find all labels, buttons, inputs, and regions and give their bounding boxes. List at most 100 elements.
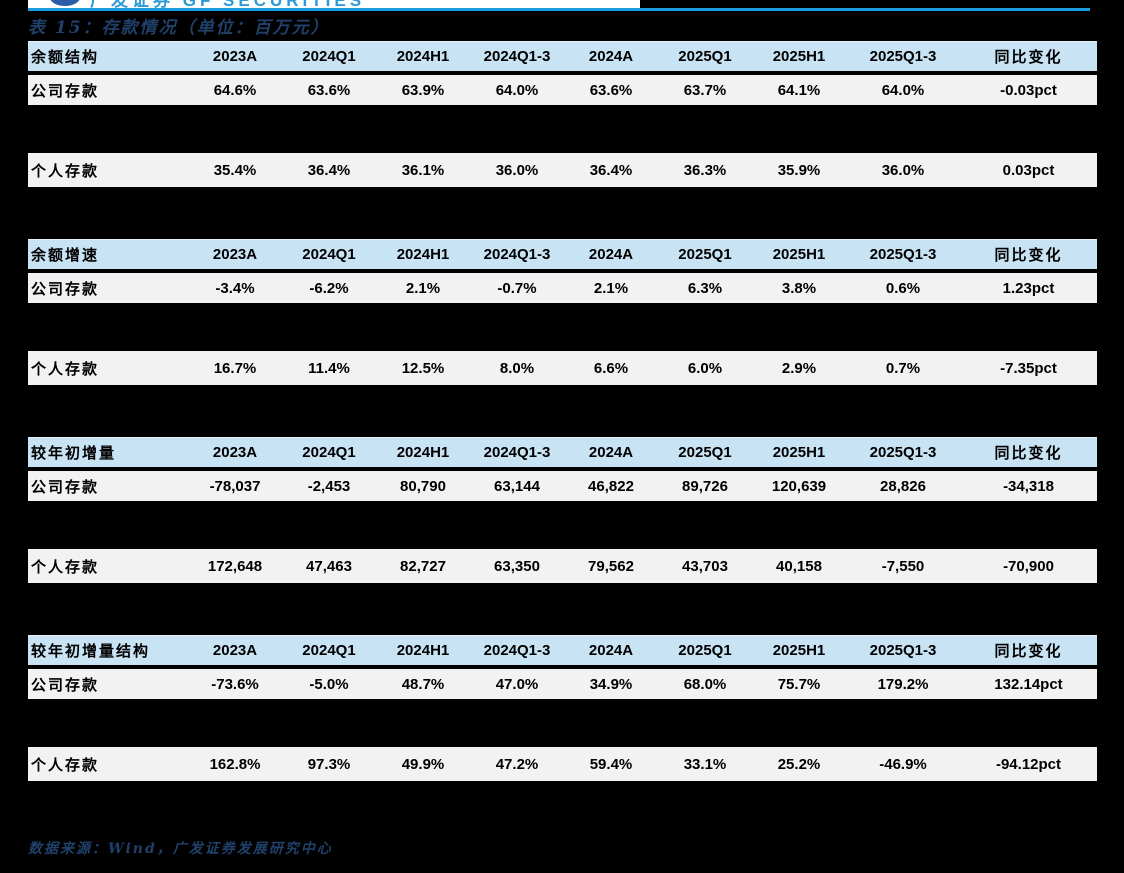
value-cell: -34,318 [1003,477,1054,495]
column-header: 2024Q1-3 [483,444,551,461]
header-divider-rule [28,8,1090,11]
value-cell: 47,463 [306,557,352,575]
column-header: 2025H1 [772,444,826,461]
value-cell: 35.4% [213,161,257,179]
section-header-row: 余额结构 2023A 2024Q1 2024H1 2024Q1-3 2024A 2025Q1… [28,41,1097,73]
value-cell: 63.9% [401,81,445,99]
column-header: 2025H1 [772,246,826,263]
value-cell: 35.9% [777,161,821,179]
column-header: 同比变化 [994,643,1063,660]
value-cell: -46.9% [879,755,927,773]
value-cell: 63,144 [494,477,540,495]
value-cell: -73.6% [211,675,259,693]
value-cell: 40,158 [776,557,822,575]
value-cell: -0.03pct [1000,81,1057,99]
column-header: 2024Q1 [302,444,356,461]
value-cell: 68.0% [683,675,727,693]
row-label: 个人存款 [31,558,100,576]
table-title: 表 15：存款情况（单位：百万元） [28,18,330,38]
value-cell: 64.6% [213,81,257,99]
value-cell: 75.7% [777,675,821,693]
value-cell: -2,453 [307,477,351,495]
column-header: 2024A [588,246,634,263]
column-header: 2025H1 [772,48,826,65]
brand-logo-text: 广发证券 GF SECURITIES [90,0,365,8]
column-header: 2025Q1-3 [869,642,937,659]
row-label: 公司存款 [31,82,100,100]
value-cell: 36.4% [589,161,633,179]
table-row: 公司存款 -78,037 -2,453 80,790 63,144 46,822 89,72… [28,471,1097,501]
value-cell: 2.1% [593,279,629,297]
column-header: 2024Q1-3 [483,642,551,659]
column-header: 2025H1 [772,642,826,659]
value-cell: 6.0% [687,359,723,377]
section-header-row: 余额增速 2023A 2024Q1 2024H1 2024Q1-3 2024A 2025Q1… [28,239,1097,271]
column-header: 2024H1 [396,48,450,65]
section-header-label: 较年初增量 [31,445,117,462]
value-cell: 49.9% [401,755,445,773]
value-cell: -3.4% [215,279,255,297]
value-cell: -0.7% [497,279,537,297]
column-header: 同比变化 [994,247,1063,264]
value-cell: 0.03pct [1002,161,1055,179]
value-cell: 120,639 [771,477,827,495]
value-cell: 1.23pct [1002,279,1055,297]
value-cell: 36.0% [881,161,925,179]
column-header: 2025Q1 [678,642,732,659]
column-header: 2023A [212,246,258,263]
column-header: 2024Q1 [302,246,356,263]
section-header-label: 余额结构 [31,49,100,66]
value-cell: 64.0% [495,81,539,99]
column-header: 2024H1 [396,642,450,659]
value-cell: 6.6% [593,359,629,377]
value-cell: 11.4% [308,359,350,377]
value-cell: 179.2% [877,675,929,693]
table-section: 余额结构 2023A 2024Q1 2024H1 2024Q1-3 2024A 2025Q1… [28,41,1097,239]
value-cell: 36.1% [401,161,445,179]
column-header: 2025Q1-3 [869,48,937,65]
value-cell: 97.3% [307,755,351,773]
value-cell: 28,826 [880,477,926,495]
column-header: 2024Q1-3 [483,48,551,65]
table-section: 较年初增量 2023A 2024Q1 2024H1 2024Q1-3 2024A 2025Q… [28,437,1097,635]
value-cell: 64.1% [777,81,821,99]
column-header: 2023A [212,444,258,461]
value-cell: 46,822 [588,477,634,495]
value-cell: 63.6% [589,81,633,99]
value-cell: 48.7% [401,675,445,693]
table-row: 公司存款 -73.6% -5.0% 48.7% 47.0% 34.9% 68.0% 75.7%… [28,669,1097,699]
value-cell: -7.35pct [1000,359,1057,377]
column-header: 2024Q1 [302,48,356,65]
column-header: 同比变化 [994,49,1063,66]
section-header-label: 余额增速 [31,247,100,264]
value-cell: 0.6% [885,279,921,297]
column-header: 2025Q1 [678,444,732,461]
row-label: 个人存款 [31,756,100,774]
column-header: 2024Q1-3 [483,246,551,263]
value-cell: 172,648 [207,557,263,575]
value-cell: -6.2% [309,279,349,297]
value-cell: 33.1% [683,755,727,773]
row-label: 个人存款 [31,162,100,180]
column-header: 2024A [588,444,634,461]
data-source-note: 数据来源：Wind，广发证券发展研究中心 [28,841,333,857]
column-header: 2025Q1-3 [869,246,937,263]
value-cell: 59.4% [589,755,633,773]
value-cell: 36.3% [683,161,727,179]
value-cell: 80,790 [400,477,446,495]
row-label: 公司存款 [31,676,100,694]
value-cell: 43,703 [682,557,728,575]
value-cell: -5.0% [309,675,349,693]
value-cell: 3.8% [781,279,817,297]
value-cell: 2.9% [781,359,817,377]
value-cell: 79,562 [588,557,634,575]
value-cell: 63,350 [494,557,540,575]
table-row: 个人存款 16.7% 11.4% 12.5% 8.0% 6.6% 6.0% 2.9% 0.7% -… [28,351,1097,385]
column-header: 2025Q1-3 [869,444,937,461]
value-cell: 12.5% [401,359,445,377]
table-row: 公司存款 -3.4% -6.2% 2.1% -0.7% 2.1% 6.3% 3.8% 0.6% 1… [28,273,1097,303]
value-cell: 47.0% [495,675,539,693]
letterhead-strip: 广发证券 GF SECURITIES [28,0,640,8]
value-cell: 64.0% [881,81,925,99]
